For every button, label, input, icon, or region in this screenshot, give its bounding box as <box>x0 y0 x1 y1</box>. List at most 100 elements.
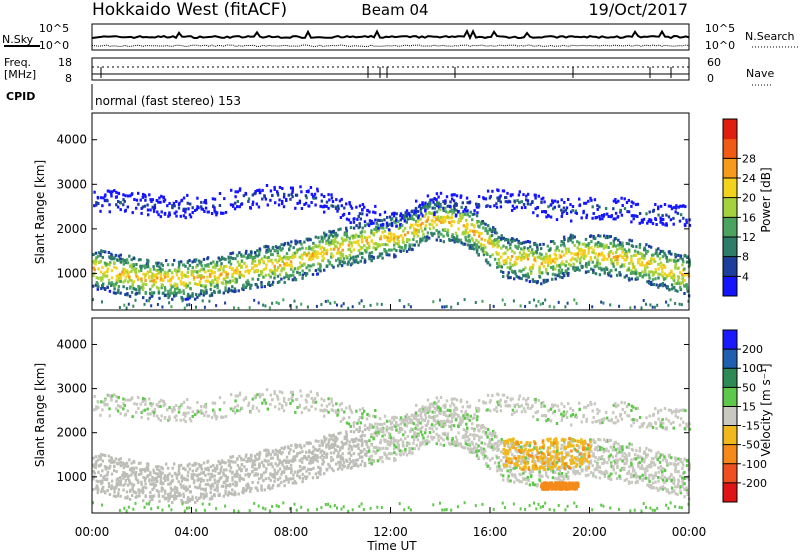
velocity-mark <box>92 477 95 481</box>
power-mark <box>657 276 660 280</box>
power-mark <box>161 284 164 287</box>
velocity-mark <box>116 409 120 413</box>
power-mark <box>358 301 361 305</box>
power-mark <box>560 255 563 259</box>
power-mark <box>662 217 665 221</box>
velocity-mark <box>137 461 141 465</box>
power-mark <box>130 269 133 273</box>
power-mark <box>352 248 356 252</box>
velocity-mark <box>124 412 127 416</box>
power-mark <box>386 215 389 219</box>
velocity-mark <box>161 467 164 471</box>
velocity-mark <box>285 477 288 481</box>
velocity-mark <box>175 495 178 498</box>
power-mark <box>473 209 476 213</box>
power-mark <box>648 282 651 285</box>
power-mark <box>319 204 322 208</box>
power-mark <box>347 306 350 310</box>
velocity-mark <box>202 496 205 500</box>
power-mark <box>112 291 116 295</box>
velocity-mark <box>162 399 165 403</box>
power-mark <box>556 274 559 278</box>
power-mark <box>421 236 425 240</box>
power-mark <box>114 253 118 257</box>
velocity-mark <box>144 402 147 406</box>
power-mark <box>497 264 500 268</box>
power-mark <box>648 262 651 265</box>
power-mark <box>231 285 234 289</box>
velocity-mark <box>350 448 354 452</box>
power-mark <box>108 203 111 207</box>
power-mark <box>175 270 178 274</box>
power-mark <box>663 272 666 276</box>
velocity-mark <box>332 451 336 455</box>
velocity-mark <box>128 468 132 472</box>
site-title: Hokkaido West (fitACF) <box>92 0 287 20</box>
power-mark <box>653 305 656 309</box>
power-mark <box>412 218 415 222</box>
power-mark <box>216 284 219 287</box>
velocity-mark <box>191 410 194 414</box>
power-mark <box>152 283 156 287</box>
power-mark <box>263 245 266 249</box>
velocity-mark <box>316 393 319 397</box>
power-mark <box>527 249 530 252</box>
power-mark <box>466 243 470 247</box>
power-mark <box>188 281 191 285</box>
velocity-mark <box>357 438 360 442</box>
power-mark <box>542 258 545 262</box>
power-mark <box>206 263 209 267</box>
power-mark <box>410 209 414 213</box>
power-mark <box>233 287 237 291</box>
velocity-mark <box>355 428 358 431</box>
power-mark <box>166 272 169 276</box>
power-mark <box>198 269 201 273</box>
velocity-mark <box>200 464 203 467</box>
power-mark <box>437 195 440 199</box>
power-mark <box>240 202 244 206</box>
power-mark <box>128 294 132 298</box>
velocity-mark <box>388 457 391 461</box>
velocity-mark <box>245 453 248 457</box>
velocity-mark <box>397 424 400 427</box>
velocity-mark <box>247 401 251 405</box>
velocity-mark <box>304 477 308 481</box>
power-mark <box>524 206 527 209</box>
power-mark <box>234 195 237 199</box>
velocity-mark <box>327 440 331 444</box>
velocity-mark <box>180 474 184 478</box>
velocity-mark <box>138 491 141 495</box>
velocity-mark <box>320 441 323 445</box>
power-mark <box>142 264 145 268</box>
power-mark <box>376 218 380 222</box>
power-mark <box>271 246 274 250</box>
velocity-mark <box>124 496 127 500</box>
power-mark <box>200 284 203 288</box>
velocity-mark <box>229 466 233 470</box>
velocity-mark <box>119 405 122 409</box>
power-mark <box>447 215 450 219</box>
power-mark <box>298 247 302 251</box>
velocity-mark <box>124 482 127 486</box>
velocity-mark <box>107 393 111 397</box>
power-mark <box>561 260 564 264</box>
power-mark <box>451 197 454 201</box>
power-mark <box>590 246 593 250</box>
power-mark <box>584 270 588 274</box>
velocity-mark <box>276 453 279 457</box>
power-mark <box>223 278 226 282</box>
velocity-mark <box>196 400 199 404</box>
power-mark <box>617 243 620 247</box>
power-mark <box>517 245 520 249</box>
power-mark <box>207 210 210 214</box>
velocity-mark <box>327 410 330 414</box>
power-mark <box>609 303 612 307</box>
power-mark <box>372 242 376 246</box>
power-mark <box>545 255 548 259</box>
power-mark <box>504 238 507 242</box>
power-mark <box>529 271 533 275</box>
power-mark <box>157 261 160 265</box>
power-mark <box>195 293 198 296</box>
power-mark <box>672 205 675 209</box>
power-mark <box>659 204 663 208</box>
